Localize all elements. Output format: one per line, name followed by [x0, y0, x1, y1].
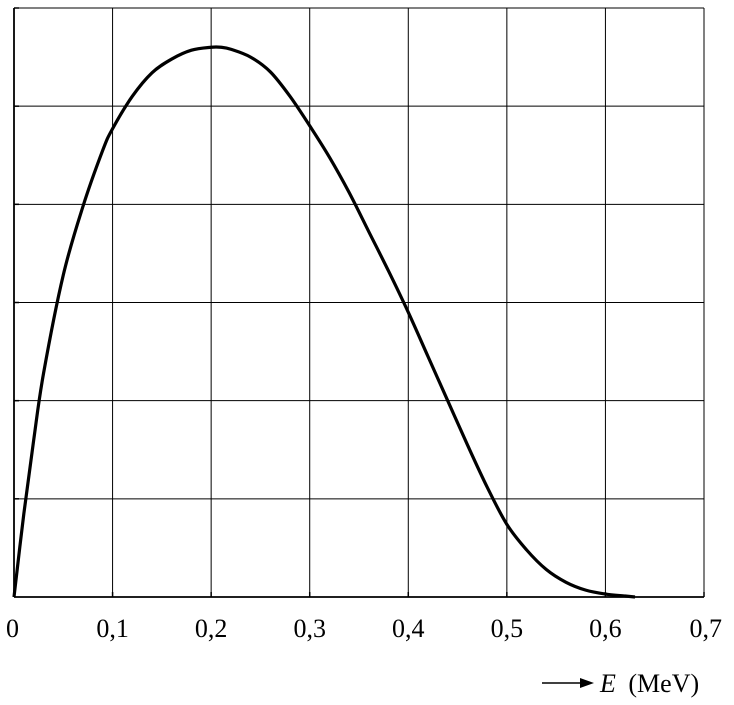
x-tick-label: 0: [6, 614, 19, 643]
x-tick-label: 0,6: [589, 614, 622, 643]
grid: [14, 7, 705, 597]
x-axis-caption: E (MeV): [542, 669, 699, 698]
x-tick-label: 0,5: [491, 614, 524, 643]
x-tick-label: 0,7: [690, 614, 723, 643]
x-axis-variable: E: [599, 669, 616, 698]
series-line: [12, 45, 636, 599]
x-tick-label: 0,2: [195, 614, 228, 643]
x-axis-unit: (MeV): [628, 669, 699, 698]
x-tick-label: 0,3: [293, 614, 326, 643]
x-tick-label: 0,4: [392, 614, 425, 643]
axes: [13, 7, 705, 598]
svg-text:E (MeV): E (MeV): [599, 669, 699, 698]
axis-arrow-head-icon: [580, 678, 594, 688]
series-layer: [12, 45, 636, 599]
x-tick-labels: 0 0,1 0,2 0,3 0,4 0,5 0,6 0,7: [6, 614, 722, 643]
x-tick-label: 0,1: [96, 614, 129, 643]
